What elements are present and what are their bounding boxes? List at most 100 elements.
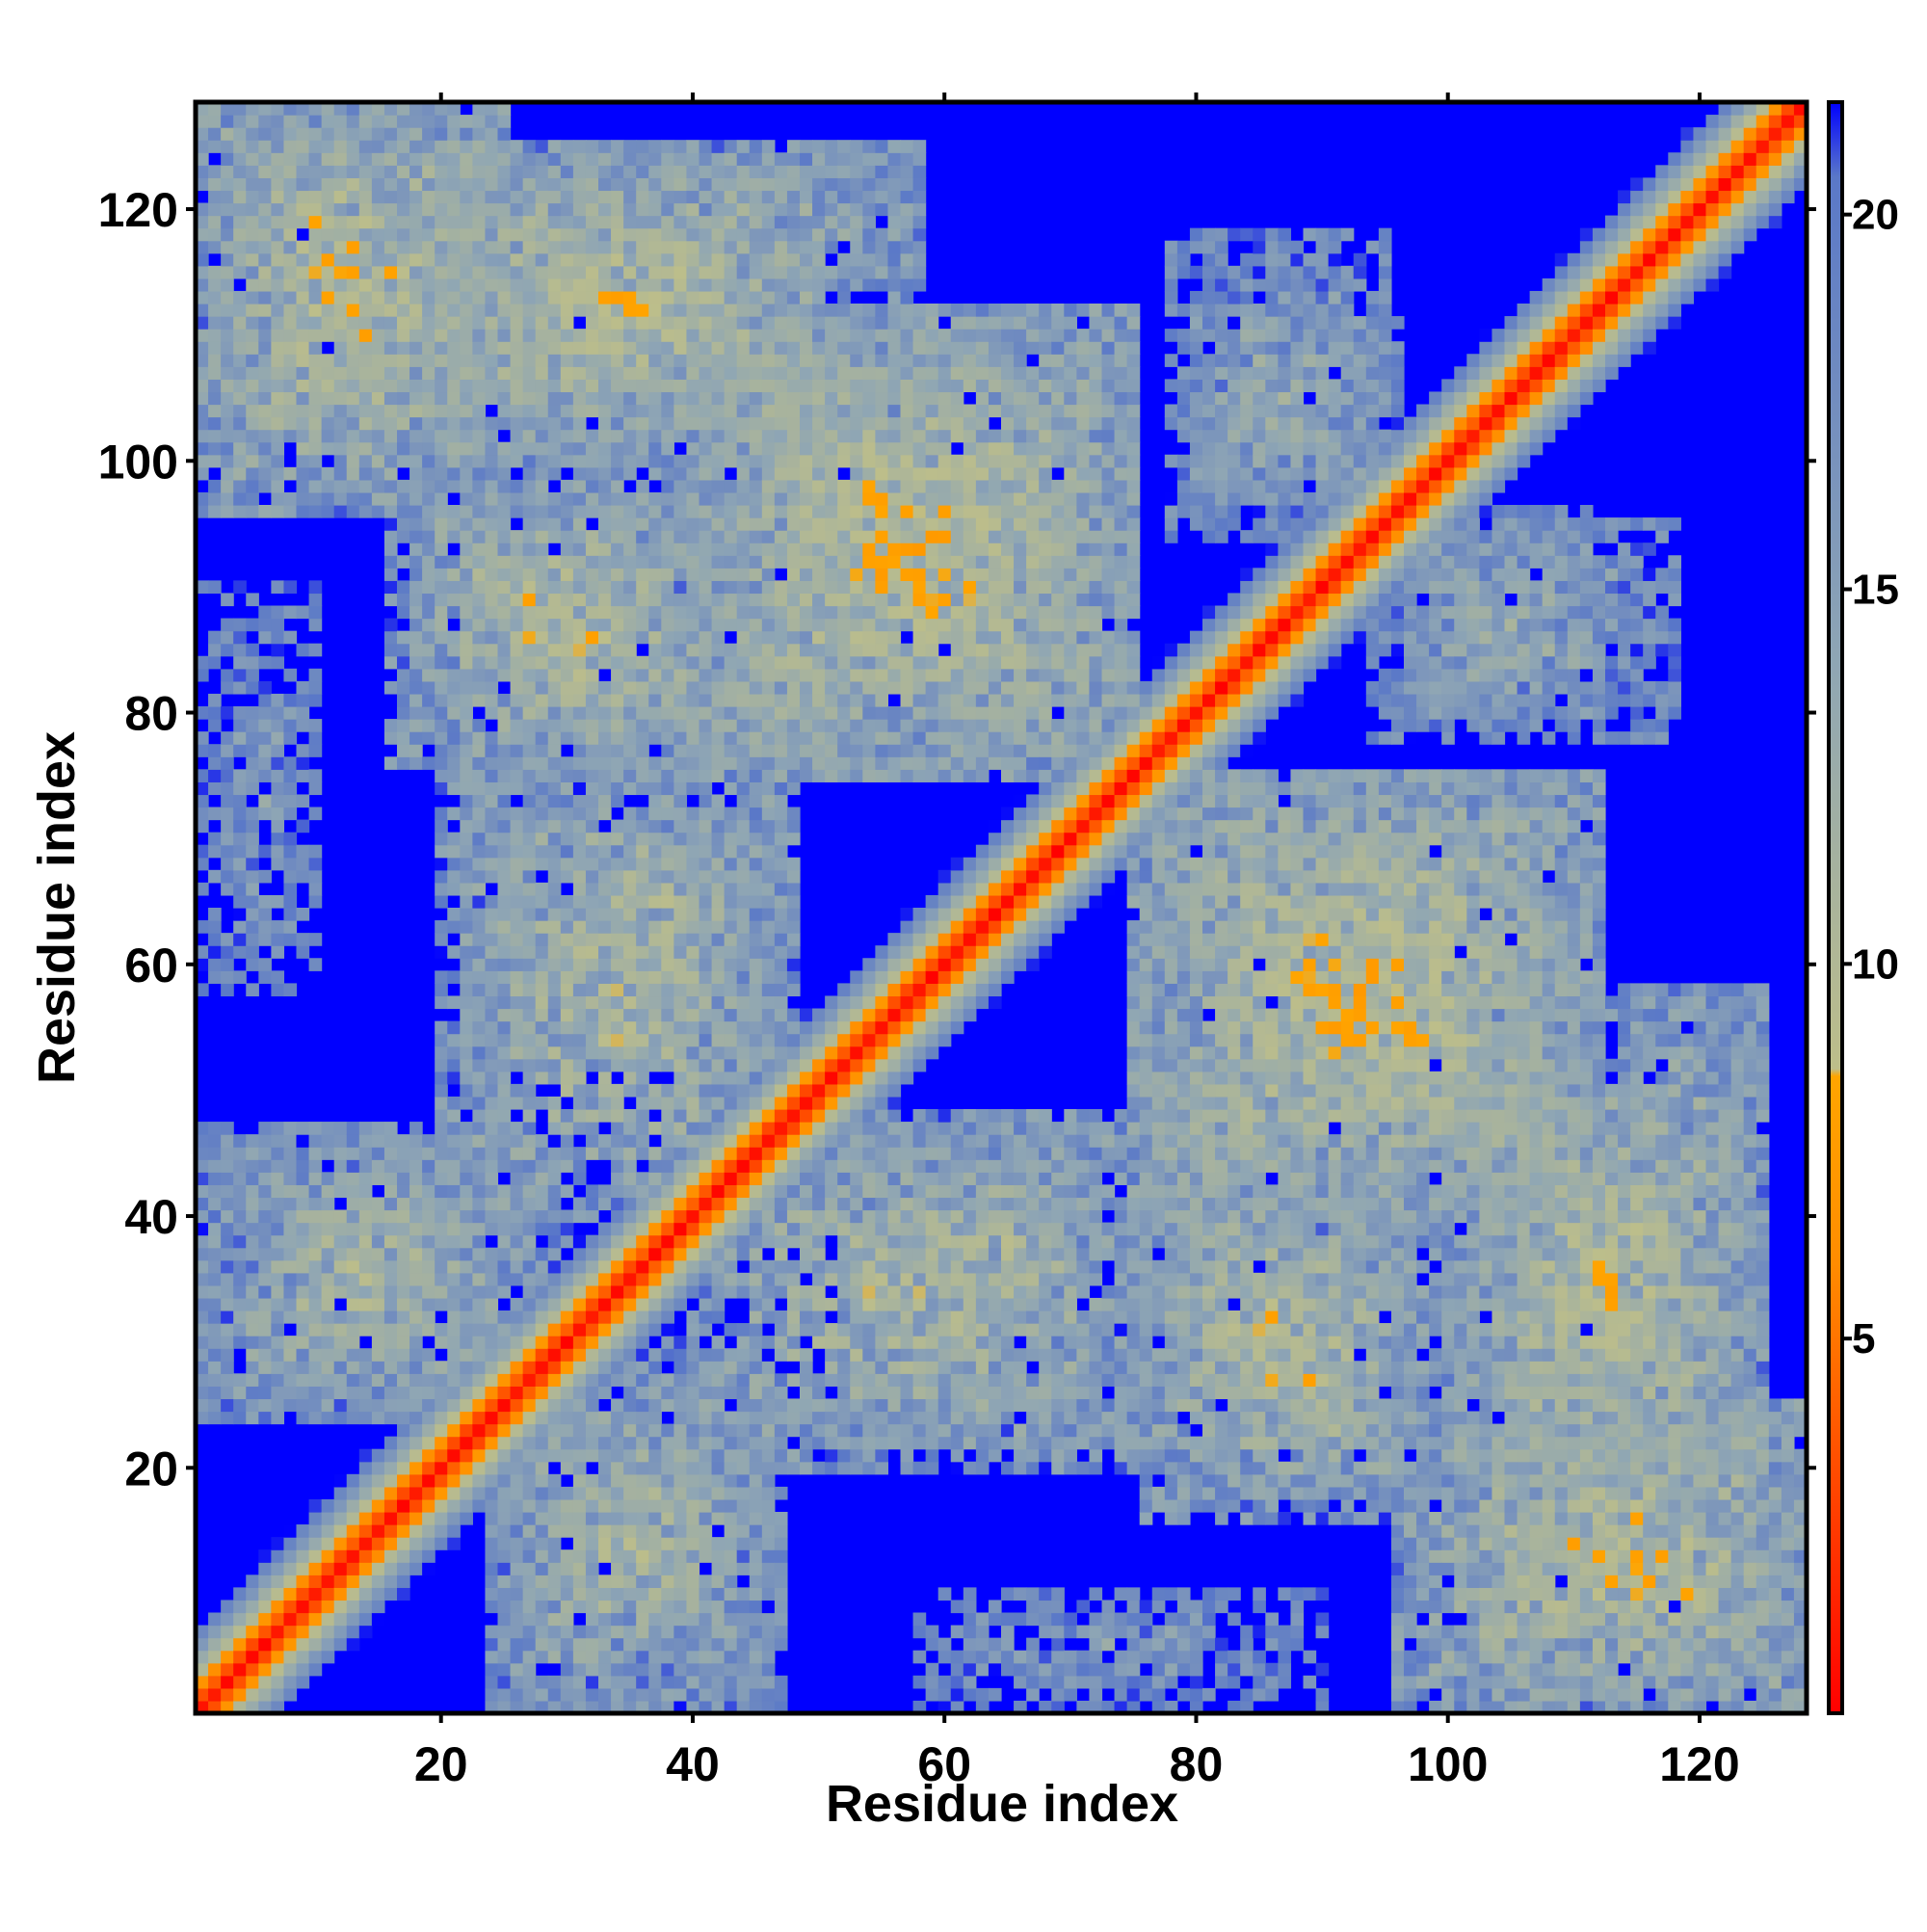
heatmap-cell — [409, 240, 423, 254]
heatmap-cell — [585, 1411, 599, 1425]
heatmap-cell — [547, 1096, 562, 1110]
heatmap-cell — [409, 1222, 423, 1236]
heatmap-cell — [308, 844, 323, 859]
heatmap-cell — [485, 1058, 499, 1072]
heatmap-cell — [460, 894, 473, 909]
heatmap-cell — [535, 1650, 549, 1664]
heatmap-cell — [221, 630, 234, 645]
heatmap-cell — [472, 366, 487, 380]
heatmap-cell — [333, 316, 348, 330]
heatmap-cell — [636, 1197, 649, 1211]
heatmap-cell — [648, 1637, 662, 1652]
heatmap-cell — [699, 857, 713, 871]
heatmap-cell — [686, 491, 700, 506]
heatmap-cell — [535, 140, 549, 153]
heatmap-cell — [749, 240, 763, 254]
heatmap-cell — [648, 580, 662, 595]
heatmap-cell — [661, 517, 674, 531]
heatmap-cell — [485, 555, 499, 569]
heatmap-cell — [333, 1587, 348, 1601]
heatmap-cell — [636, 1033, 649, 1047]
heatmap-cell — [522, 970, 537, 984]
heatmap-cell — [761, 1272, 776, 1286]
heatmap-cell — [724, 731, 738, 745]
heatmap-cell — [497, 1524, 512, 1538]
heatmap-cell — [409, 1473, 423, 1488]
heatmap-cell — [221, 227, 234, 242]
heatmap-cell — [736, 618, 751, 632]
heatmap-cell — [308, 505, 323, 518]
heatmap-cell — [497, 115, 512, 128]
heatmap-cell — [435, 152, 448, 166]
heatmap-cell — [447, 1373, 461, 1387]
heatmap-cell — [522, 1310, 537, 1324]
heatmap-cell — [661, 1033, 674, 1047]
heatmap-cell — [510, 505, 524, 518]
heatmap-cell — [736, 1159, 751, 1173]
heatmap-cell — [208, 127, 222, 141]
heatmap-cell — [535, 807, 549, 821]
heatmap-cell — [447, 1222, 461, 1236]
heatmap-cell — [686, 1272, 700, 1286]
heatmap-cell — [636, 1448, 649, 1463]
heatmap-cell — [749, 731, 763, 745]
heatmap-cell — [283, 1172, 298, 1185]
heatmap-cell — [736, 1284, 751, 1299]
heatmap-cell — [686, 1259, 700, 1274]
heatmap-cell — [358, 1209, 373, 1224]
heatmap-cell — [636, 1336, 649, 1349]
heatmap-cell — [510, 1436, 524, 1450]
heatmap-cell — [409, 1423, 423, 1438]
heatmap-cell — [246, 1361, 259, 1374]
heatmap-cell — [611, 140, 624, 153]
heatmap-cell — [572, 1675, 587, 1689]
heatmap-cell — [585, 454, 599, 468]
heatmap-cell — [535, 1159, 549, 1173]
heatmap-cell — [560, 769, 574, 782]
heatmap-cell — [321, 1297, 335, 1311]
heatmap-cell — [673, 1020, 688, 1035]
heatmap-cell — [510, 655, 524, 670]
heatmap-cell — [598, 329, 612, 342]
heatmap-cell — [522, 568, 537, 581]
heatmap-cell — [636, 693, 649, 707]
heatmap-cell — [661, 454, 674, 468]
heatmap-cell — [699, 882, 713, 896]
heatmap-cell — [547, 807, 562, 821]
heatmap-cell — [271, 1700, 285, 1714]
heatmap-cell — [422, 316, 436, 330]
heatmap-cell — [623, 1498, 637, 1513]
heatmap-cell — [522, 454, 537, 468]
heatmap-cell — [447, 140, 461, 153]
heatmap-cell — [623, 341, 637, 355]
heatmap-cell — [699, 643, 713, 657]
heatmap-cell — [547, 152, 562, 166]
heatmap-cell — [233, 731, 247, 745]
heatmap-cell — [749, 1184, 763, 1199]
heatmap-cell — [435, 190, 448, 204]
heatmap-cell — [435, 165, 448, 178]
heatmap-cell — [333, 165, 348, 178]
heatmap-cell — [397, 1297, 410, 1311]
heatmap-cell — [497, 1512, 512, 1525]
heatmap-cell — [585, 1361, 599, 1374]
heatmap-cell — [736, 227, 751, 242]
heatmap-cell — [196, 215, 209, 229]
heatmap-cell — [636, 316, 649, 330]
heatmap-cell — [585, 756, 599, 770]
heatmap-cell — [258, 429, 272, 443]
heatmap-cell — [308, 1600, 323, 1614]
heatmap-cell — [686, 1122, 700, 1135]
heatmap-cell — [383, 429, 398, 443]
heatmap-cell — [460, 1096, 473, 1110]
heatmap-cell — [196, 1197, 209, 1211]
heatmap-cell — [623, 983, 637, 997]
heatmap-cell — [497, 819, 512, 834]
heatmap-cell — [221, 958, 234, 971]
heatmap-cell — [598, 140, 612, 153]
heatmap-cell — [383, 278, 398, 292]
heatmap-cell — [623, 530, 637, 543]
heatmap-cell — [447, 869, 461, 884]
heatmap-cell — [711, 794, 726, 808]
heatmap-cell — [296, 706, 310, 720]
